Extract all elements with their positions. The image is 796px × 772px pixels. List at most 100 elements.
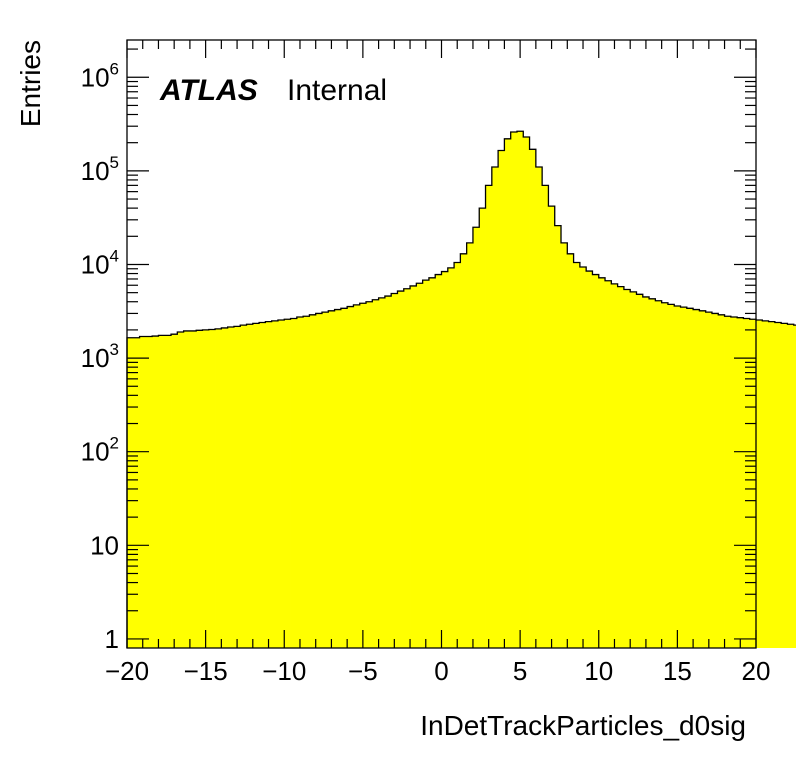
histogram-bin <box>705 312 713 648</box>
histogram-bin <box>718 314 725 648</box>
histogram-bin <box>158 335 166 648</box>
histogram-bin <box>227 326 235 648</box>
histogram-bin <box>535 166 543 648</box>
histogram-bin <box>642 296 650 648</box>
axis-ticks <box>126 40 757 648</box>
histogram-bin <box>202 329 210 648</box>
histogram-bin <box>177 331 185 648</box>
histogram-bin <box>152 336 159 648</box>
histogram-bin <box>605 280 612 648</box>
histogram-bin <box>378 297 386 648</box>
histogram-bin <box>334 309 342 648</box>
histogram-bin <box>271 320 279 648</box>
histogram-bin <box>479 208 486 648</box>
histogram-bin <box>284 319 291 648</box>
y-tick-label: 1 <box>105 624 119 654</box>
histogram-bin <box>787 324 795 648</box>
histogram-bin <box>674 306 681 648</box>
histogram-bin <box>466 242 474 648</box>
histogram-bin <box>435 274 442 648</box>
histogram-bin <box>127 337 134 648</box>
histogram-bin <box>661 302 669 648</box>
histogram-bin <box>171 334 178 648</box>
histogram-bin <box>410 285 417 648</box>
histogram-bin <box>397 291 405 648</box>
histogram-bin <box>649 298 656 648</box>
histogram-bin <box>561 242 568 648</box>
histogram-bin <box>196 330 203 648</box>
histogram-bin <box>743 318 751 648</box>
histogram-bin <box>133 337 140 648</box>
histogram-bin <box>781 323 788 648</box>
histogram-bin <box>189 330 197 648</box>
histogram-bin <box>573 262 581 648</box>
histogram-bin <box>680 307 688 648</box>
histogram-bin <box>240 325 247 648</box>
histogram-bin <box>447 267 455 648</box>
x-tick-label: 0 <box>434 656 448 686</box>
histogram-bars <box>127 131 796 649</box>
histogram-bin <box>529 149 537 648</box>
histogram-bin <box>768 321 776 648</box>
y-tick-label: 10 <box>90 530 119 560</box>
histogram-bin <box>598 277 606 648</box>
internal-label: Internal <box>287 74 387 107</box>
histogram-bin <box>164 335 172 648</box>
histogram-bin <box>749 319 757 648</box>
histogram-bin <box>391 293 398 648</box>
x-tick-label: 10 <box>584 656 613 686</box>
histogram-bin <box>303 316 310 648</box>
histogram-bin <box>221 327 229 648</box>
histogram-bin <box>579 266 587 648</box>
histogram-bin <box>259 322 266 648</box>
x-tick-label: 15 <box>663 656 692 686</box>
histogram-bin <box>498 150 505 648</box>
histogram-bin <box>183 330 191 648</box>
histogram-bin <box>353 304 361 648</box>
histogram-bin <box>485 185 493 649</box>
histogram-bin <box>321 312 329 648</box>
histogram-bin <box>567 253 574 648</box>
histogram-bin <box>793 325 796 648</box>
histogram-bin <box>491 166 499 648</box>
y-tick-label: 102 <box>81 434 119 467</box>
histogram-bin <box>460 253 468 648</box>
y-tick-label: 104 <box>81 246 119 279</box>
histogram-bin <box>145 336 153 648</box>
histogram-bin <box>454 262 461 648</box>
histogram-bin <box>756 320 763 648</box>
histogram-bin <box>686 308 694 648</box>
y-tick-label: 105 <box>81 153 119 186</box>
histogram-bin <box>277 320 285 648</box>
histogram-bin <box>290 318 298 648</box>
histogram-bin <box>315 313 323 648</box>
histogram-bin <box>762 320 769 648</box>
histogram-bin <box>215 328 222 648</box>
histogram-bin <box>730 316 738 648</box>
histogram-bin <box>630 291 637 648</box>
histogram-bin <box>265 321 273 648</box>
histogram-bin <box>441 271 449 648</box>
histogram-bin <box>422 280 430 648</box>
histogram-bin <box>428 277 436 648</box>
histogram-bin <box>359 303 367 648</box>
histogram-bin <box>309 314 317 648</box>
y-tick-label: 103 <box>81 340 119 373</box>
x-tick-label: −10 <box>262 656 306 686</box>
histogram-bin <box>636 294 644 648</box>
y-tick-labels: 1 10 102 103 104 105 106 <box>81 59 119 654</box>
histogram-bin <box>504 138 512 648</box>
histogram-bin <box>592 274 600 648</box>
histogram-bin <box>372 299 379 648</box>
atlas-label: ATLAS <box>159 74 258 107</box>
histogram-bin <box>139 336 147 648</box>
x-tick-label: 20 <box>742 656 771 686</box>
histogram-bin <box>623 289 631 648</box>
histogram-bin <box>586 271 593 648</box>
histogram-bin <box>366 301 373 648</box>
histogram-bin <box>516 131 524 649</box>
histogram-outline <box>126 130 796 648</box>
histogram-bin <box>340 308 348 648</box>
histogram-bin <box>208 329 216 648</box>
